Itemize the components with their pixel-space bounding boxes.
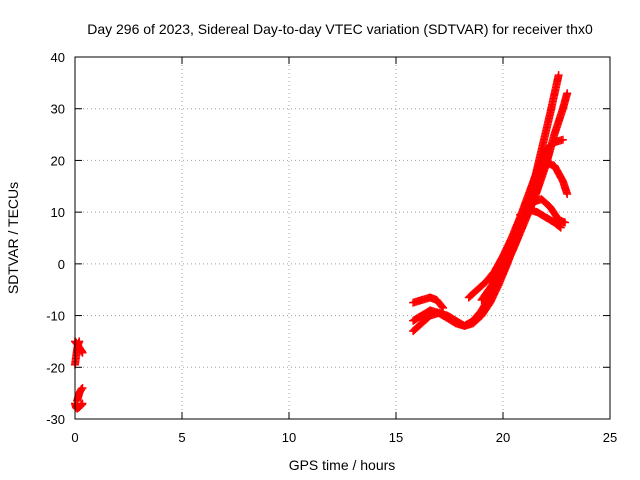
data-point xyxy=(563,89,572,98)
data-point xyxy=(75,337,84,346)
x-tick-labels: 0 5 10 15 20 25 xyxy=(71,430,617,445)
x-tick-label: 5 xyxy=(178,430,185,445)
data-points xyxy=(71,71,572,413)
x-tick-label: 15 xyxy=(389,430,403,445)
series-sat-d xyxy=(73,383,87,405)
grid-lines xyxy=(75,57,610,419)
series-sat-f xyxy=(409,89,572,330)
data-point xyxy=(439,303,448,312)
data-point xyxy=(556,223,565,232)
x-tick-label: 20 xyxy=(496,430,510,445)
data-point xyxy=(78,399,87,408)
axis-ticks xyxy=(74,56,611,420)
data-point xyxy=(563,190,572,199)
data-point xyxy=(554,71,563,80)
y-tick-label: -10 xyxy=(46,309,65,324)
y-tick-label: 10 xyxy=(51,205,65,220)
series-sat-k xyxy=(516,205,565,232)
x-tick-label: 0 xyxy=(71,430,78,445)
series-sat-g xyxy=(409,293,448,312)
y-tick-label: 40 xyxy=(51,50,65,65)
data-point xyxy=(78,383,87,392)
data-point xyxy=(438,302,447,311)
x-tick-label: 25 xyxy=(603,430,617,445)
y-tick-label: 20 xyxy=(51,153,65,168)
data-point xyxy=(555,222,564,231)
data-point xyxy=(77,385,86,394)
x-tick-label: 10 xyxy=(282,430,296,445)
y-tick-labels: -30 -20 -10 0 10 20 30 40 xyxy=(46,50,65,427)
y-tick-label: -20 xyxy=(46,360,65,375)
y-axis-label: SDTVAR / TECUs xyxy=(5,182,21,294)
y-tick-label: 30 xyxy=(51,102,65,117)
plot-frame xyxy=(74,56,611,420)
y-tick-label: -30 xyxy=(46,412,65,427)
x-axis-label: GPS time / hours xyxy=(289,457,396,473)
data-point xyxy=(561,218,570,227)
data-point xyxy=(558,135,567,144)
y-tick-label: 0 xyxy=(58,257,65,272)
chart-title: Day 296 of 2023, Sidereal Day-to-day VTE… xyxy=(87,21,593,37)
